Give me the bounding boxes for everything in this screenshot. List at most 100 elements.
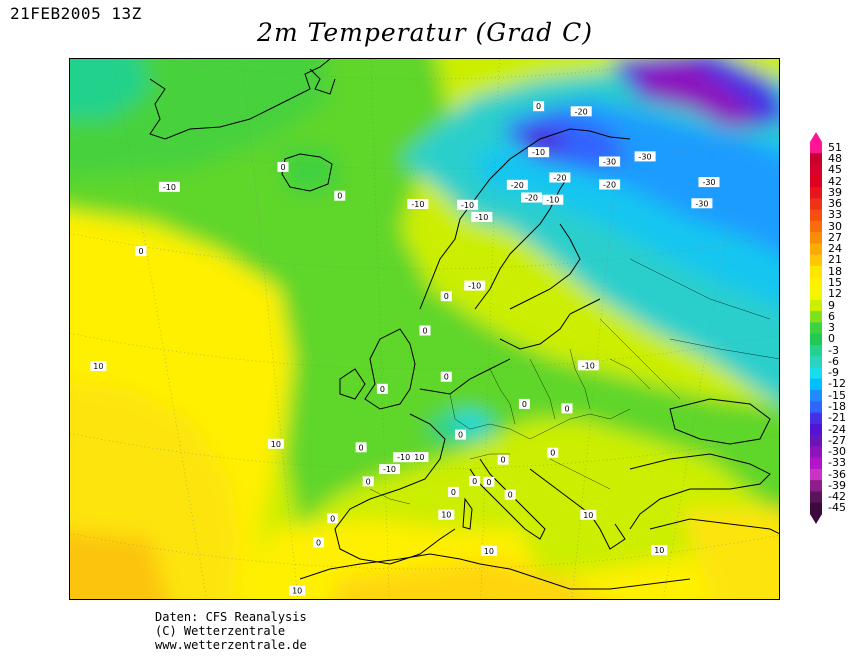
contour-label: 0 <box>533 101 545 112</box>
svg-text:-30: -30 <box>702 178 715 187</box>
svg-text:0: 0 <box>337 192 342 201</box>
legend-label: 21 <box>828 253 842 267</box>
contour-label: 0 <box>135 246 147 257</box>
credit-copyright: (C) Wetterzentrale <box>155 624 286 638</box>
contour-label: -10 <box>407 452 429 462</box>
contour-label: 10 <box>289 585 306 596</box>
legend-label: 33 <box>828 208 842 222</box>
legend-label: -33 <box>828 456 846 470</box>
legend-swatch <box>810 491 822 504</box>
legend-label: -15 <box>828 388 846 402</box>
contour-label: 0 <box>440 371 452 382</box>
contour-label: -10 <box>542 194 564 205</box>
contour-label: 0 <box>447 486 459 497</box>
legend-swatch <box>810 344 822 357</box>
contour-label: 0 <box>497 454 509 465</box>
legend-swatch <box>810 288 822 301</box>
legend-swatch <box>810 277 822 290</box>
legend-swatch <box>810 232 822 244</box>
svg-text:-10: -10 <box>468 282 481 291</box>
svg-text:-20: -20 <box>553 174 566 183</box>
contour-label: 0 <box>313 537 324 548</box>
legend-swatch <box>810 356 822 368</box>
svg-text:0: 0 <box>508 491 513 500</box>
legend-swatch <box>810 142 822 154</box>
svg-text:0: 0 <box>444 373 449 382</box>
svg-text:-10: -10 <box>163 183 176 192</box>
date-label: 21FEB2005 13Z <box>10 4 142 23</box>
legend-swatch <box>810 220 822 233</box>
svg-text:-10: -10 <box>411 200 424 209</box>
legend-swatch <box>810 266 822 278</box>
contour-labels: -10-10 -10-10-10-10-10-10-10-10-10-20-20-… <box>90 101 720 596</box>
svg-text:0: 0 <box>330 514 335 523</box>
contour-label: 10 <box>438 509 455 520</box>
legend-label: -36 <box>828 467 846 481</box>
svg-text:-20: -20 <box>603 181 616 190</box>
legend-label: -3 <box>828 343 839 357</box>
svg-text:10: 10 <box>583 511 593 520</box>
svg-text:0: 0 <box>536 102 541 111</box>
svg-text:0: 0 <box>366 477 371 486</box>
legend-label: -45 <box>828 501 846 515</box>
legend-swatch <box>810 502 822 515</box>
svg-text:10: 10 <box>271 440 281 449</box>
legend-label: 9 <box>828 298 835 312</box>
color-legend: 51 48 45 42 39 36 33 30 27 24 21 18 15 12 9 6 3 0 -3 -6 -9 -1… <box>806 128 850 528</box>
contour-label: -10 <box>393 452 415 463</box>
credit-website[interactable]: www.wetterzentrale.de <box>155 638 307 652</box>
legend-bar-svg <box>810 132 822 524</box>
contour-label: -10 <box>577 360 599 371</box>
svg-text:0: 0 <box>550 449 555 458</box>
contour-label: -10 <box>464 280 486 291</box>
legend-label: -9 <box>828 366 839 380</box>
svg-text:0: 0 <box>522 400 527 409</box>
svg-text:0: 0 <box>451 488 456 497</box>
legend-bottom-arrow <box>810 514 822 524</box>
contour-label: 10 <box>651 545 668 556</box>
legend-label: 42 <box>828 174 842 188</box>
legend-swatch <box>810 412 822 425</box>
legend-swatch <box>810 209 822 222</box>
graticule <box>70 59 779 599</box>
svg-text:0: 0 <box>458 431 463 440</box>
contour-label: -10 <box>158 181 180 192</box>
svg-text:0: 0 <box>501 456 506 465</box>
contour-label: 10 <box>580 509 597 520</box>
contour-label: 0 <box>455 429 466 440</box>
contour-label: 0 <box>547 447 559 458</box>
legend-label: -6 <box>828 354 839 368</box>
contour-label: 0 <box>561 403 573 414</box>
temperature-field <box>70 59 779 599</box>
svg-text:10: 10 <box>654 546 664 555</box>
contour-label: -30 <box>698 177 720 188</box>
contour-label: -10 <box>379 464 400 475</box>
legend-swatches <box>810 142 822 515</box>
svg-text:0: 0 <box>316 539 321 548</box>
contour-label: 0 <box>419 325 431 336</box>
legend-label: 27 <box>828 230 842 244</box>
legend-label: 51 <box>828 140 842 154</box>
contour-label: 10 <box>90 361 107 371</box>
contour-label: -20 <box>506 179 528 190</box>
legend-swatch <box>810 198 822 211</box>
contour-label: -10 <box>528 147 550 158</box>
contour-label: -30 <box>599 156 621 167</box>
contour-label: 0 <box>327 513 339 524</box>
svg-text:-20: -20 <box>525 194 538 203</box>
legend-label: 18 <box>828 264 842 278</box>
contour-label: -20 <box>599 179 621 190</box>
contour-label: -20 <box>521 192 542 203</box>
svg-text:-10: -10 <box>546 196 559 205</box>
temperature-map: -10 -10 -10 -10 -10 -10 -10 -10 -10 -10 -10 -20 -20-… <box>69 58 780 600</box>
svg-text:0: 0 <box>359 443 364 452</box>
contour-label: 0 <box>362 476 374 487</box>
svg-text:0: 0 <box>280 163 285 172</box>
legend-swatch <box>810 435 822 447</box>
contour-label: 0 <box>440 291 452 302</box>
legend-swatch <box>810 187 822 199</box>
map-title: 2m Temperatur (Grad C) <box>257 18 593 47</box>
svg-text:-10: -10 <box>397 453 410 462</box>
legend-label: 12 <box>828 287 842 301</box>
contour-label: 0 <box>483 476 495 487</box>
